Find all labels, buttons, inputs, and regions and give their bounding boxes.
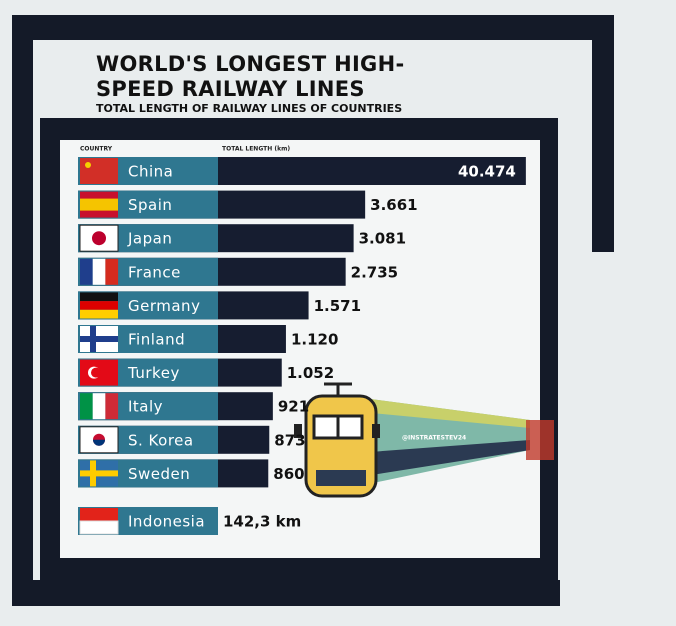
bar-row: Spain 3.661 <box>78 190 418 219</box>
bar-row: Indonesia 142,3 km <box>78 507 301 535</box>
flag <box>105 258 119 285</box>
value-label: 921 <box>278 398 309 416</box>
flag <box>80 508 118 521</box>
value-label: 1.571 <box>314 297 361 315</box>
category-label: S. Korea <box>128 431 194 449</box>
category-label: France <box>128 263 181 281</box>
value-label: 873 <box>274 431 305 449</box>
category-label: China <box>128 163 173 181</box>
value-header: TOTAL LENGTH (km) <box>222 146 290 153</box>
flag <box>80 336 118 342</box>
flag <box>80 309 118 319</box>
bar-row: S. Korea 873 <box>78 425 306 454</box>
flag <box>92 258 106 285</box>
flag <box>80 158 118 184</box>
flag <box>92 393 106 420</box>
flag <box>80 393 93 420</box>
category-header: COUNTRY <box>80 146 113 153</box>
bottom-band <box>12 580 560 606</box>
bar-row: Turkey 1.052 <box>78 358 334 387</box>
bar-row: Sweden 860 <box>78 459 305 488</box>
value-label: 860 <box>273 465 304 483</box>
category-label: Italy <box>128 398 163 416</box>
bar-row: China 40.474 <box>78 157 526 185</box>
flag <box>90 326 96 352</box>
bar-row: Japan 3.081 <box>78 224 406 253</box>
flag <box>92 231 106 246</box>
category-label: Germany <box>128 297 200 315</box>
watermark: @INSTRATESTEV24 <box>402 435 466 442</box>
bar-row: Italy 921 <box>78 392 309 421</box>
value-label: 3.661 <box>370 196 417 214</box>
value-label: 3.081 <box>359 230 406 248</box>
category-label: Turkey <box>127 364 180 382</box>
value-label: 1.120 <box>291 331 338 349</box>
bar-row: Germany 1.571 <box>78 291 361 320</box>
category-label: Sweden <box>128 465 190 483</box>
value-label: 40.474 <box>458 163 516 181</box>
flag <box>85 162 91 168</box>
value-label: 1.052 <box>287 364 334 382</box>
flag <box>80 258 93 285</box>
flag <box>80 292 118 302</box>
value-label: 2.735 <box>351 263 398 281</box>
flag <box>80 301 118 310</box>
bar-row: Finland 1.120 <box>78 325 338 353</box>
chart-title: WORLD'S LONGEST HIGH-SPEED RAILWAY LINES <box>96 52 405 101</box>
flag <box>79 520 119 535</box>
train <box>294 382 554 498</box>
flag <box>80 198 118 211</box>
category-label: Finland <box>128 331 185 349</box>
chart-subtitle: TOTAL LENGTH OF RAILWAY LINES OF COUNTRI… <box>96 102 403 115</box>
flag <box>91 367 101 378</box>
bar-row: France 2.735 <box>78 257 398 286</box>
flag <box>90 460 96 487</box>
category-label: Spain <box>128 196 172 214</box>
value-label: 142,3 km <box>223 513 301 531</box>
flag <box>93 439 105 446</box>
flag <box>105 393 119 420</box>
category-label: Indonesia <box>128 513 205 531</box>
flag <box>80 470 118 477</box>
category-label: Japan <box>127 230 172 248</box>
